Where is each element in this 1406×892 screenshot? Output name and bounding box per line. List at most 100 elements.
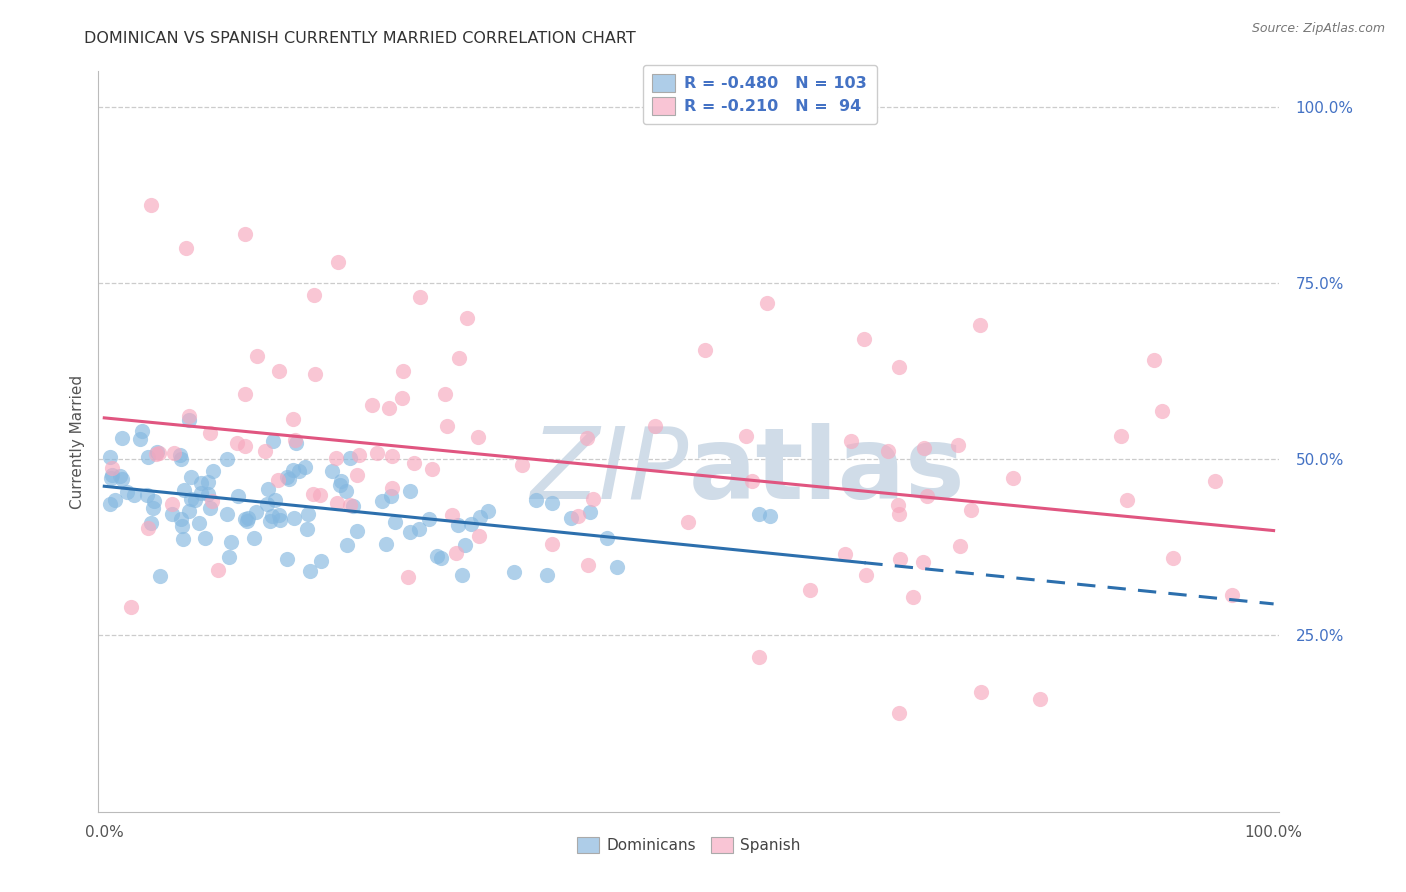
Point <box>759 508 782 523</box>
Point <box>233 227 256 241</box>
Point <box>294 460 316 475</box>
Point <box>129 432 152 446</box>
Point <box>221 535 243 549</box>
Point <box>536 568 558 582</box>
Point <box>198 425 221 440</box>
Point <box>1029 692 1052 706</box>
Point <box>257 482 280 496</box>
Point <box>242 532 264 546</box>
Point <box>510 458 533 473</box>
Point <box>524 493 547 508</box>
Point <box>336 538 359 552</box>
Point <box>606 560 628 574</box>
Point <box>179 409 201 424</box>
Point <box>741 474 763 488</box>
Point <box>284 434 307 448</box>
Point <box>177 503 200 517</box>
Point <box>172 532 194 546</box>
Text: ZIP: ZIP <box>530 423 689 520</box>
Point <box>309 488 332 502</box>
Point <box>197 475 219 489</box>
Point <box>447 518 470 533</box>
Point <box>969 318 991 332</box>
Point <box>853 332 876 346</box>
Point <box>215 451 238 466</box>
Point <box>346 524 368 538</box>
Point <box>949 539 972 553</box>
Point <box>418 512 440 526</box>
Point <box>101 460 124 475</box>
Point <box>456 311 478 326</box>
Point <box>450 568 472 582</box>
Text: DOMINICAN VS SPANISH CURRENTLY MARRIED CORRELATION CHART: DOMINICAN VS SPANISH CURRENTLY MARRIED C… <box>84 31 636 46</box>
Point <box>177 413 200 427</box>
Point <box>1150 403 1173 417</box>
Point <box>339 498 361 512</box>
Point <box>245 505 267 519</box>
Point <box>311 554 333 568</box>
Point <box>101 468 124 483</box>
Point <box>120 600 142 615</box>
Point <box>122 488 145 502</box>
Point <box>1002 471 1025 485</box>
Point <box>734 429 756 443</box>
Point <box>855 567 877 582</box>
Point <box>197 487 219 501</box>
Point <box>470 510 492 524</box>
Point <box>346 467 368 482</box>
Point <box>748 508 770 522</box>
Legend: Dominicans, Spanish: Dominicans, Spanish <box>571 830 807 860</box>
Point <box>644 418 666 433</box>
Point <box>430 551 453 566</box>
Point <box>326 254 349 268</box>
Point <box>948 437 970 451</box>
Point <box>477 503 499 517</box>
Point <box>269 364 291 378</box>
Point <box>190 486 212 500</box>
Point <box>329 478 352 492</box>
Point <box>889 552 911 566</box>
Point <box>398 525 420 540</box>
Point <box>381 481 404 495</box>
Point <box>347 449 370 463</box>
Point <box>454 538 477 552</box>
Point <box>440 508 463 523</box>
Point <box>190 475 212 490</box>
Point <box>541 537 564 551</box>
Point <box>283 412 305 426</box>
Point <box>959 503 981 517</box>
Point <box>160 497 183 511</box>
Point <box>834 547 856 561</box>
Point <box>449 351 471 366</box>
Point <box>366 446 388 460</box>
Point <box>233 439 256 453</box>
Point <box>194 531 217 545</box>
Y-axis label: Currently Married: Currently Married <box>69 375 84 508</box>
Point <box>342 500 364 514</box>
Point <box>256 497 278 511</box>
Point <box>217 507 239 521</box>
Point <box>172 519 194 533</box>
Point <box>138 450 160 465</box>
Point <box>202 464 225 478</box>
Point <box>399 484 422 499</box>
Point <box>392 364 415 378</box>
Point <box>226 436 249 450</box>
Point <box>404 456 426 470</box>
Point <box>409 290 432 304</box>
Point <box>876 443 898 458</box>
Point <box>321 464 343 478</box>
Point <box>380 489 402 503</box>
Point <box>104 493 127 508</box>
Point <box>169 448 191 462</box>
Point <box>254 443 277 458</box>
Point <box>378 401 401 415</box>
Point <box>595 531 617 545</box>
Point <box>170 512 193 526</box>
Point <box>887 498 910 512</box>
Point <box>330 474 353 488</box>
Text: Source: ZipAtlas.com: Source: ZipAtlas.com <box>1251 22 1385 36</box>
Point <box>541 496 564 510</box>
Point <box>267 508 290 522</box>
Point <box>467 429 489 443</box>
